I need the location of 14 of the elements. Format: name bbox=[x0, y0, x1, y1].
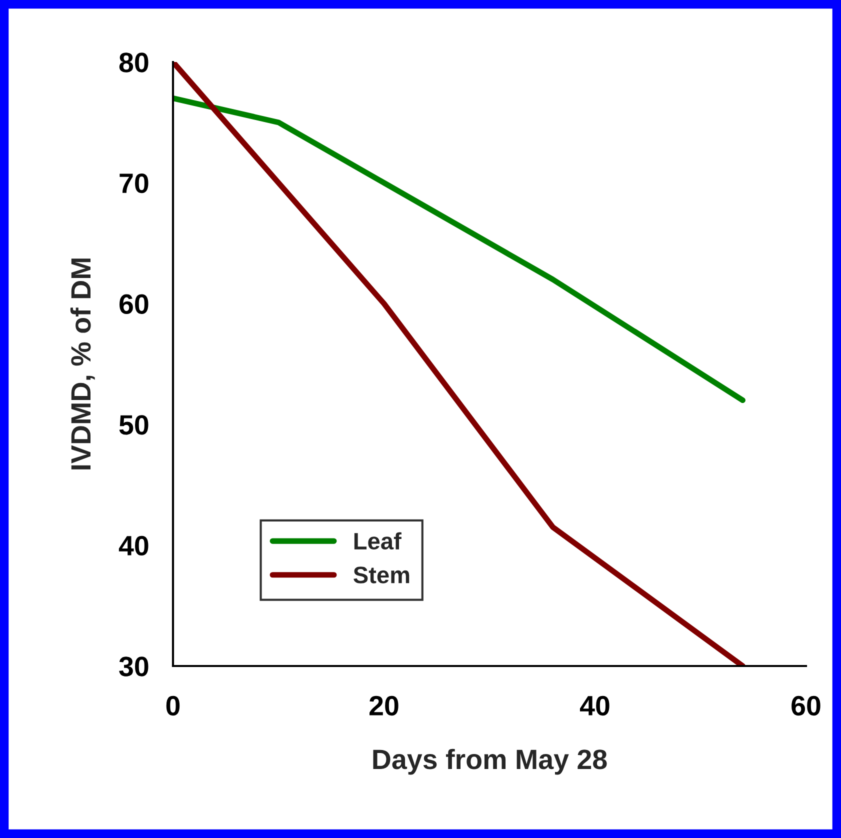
x-tick-label: 40 bbox=[580, 696, 610, 716]
y-tick-label: 60 bbox=[120, 294, 148, 314]
legend-label: Stem bbox=[354, 566, 410, 584]
x-tick-label: 20 bbox=[370, 696, 398, 716]
legend-label: Leaf bbox=[354, 532, 402, 550]
y-tick-label: 80 bbox=[119, 52, 148, 72]
x-axis-title: Days from May 28 bbox=[373, 748, 607, 775]
y-axis-title: IVDMD, % of DM bbox=[70, 258, 95, 470]
y-tick-label: 40 bbox=[118, 536, 148, 556]
x-tick-label: 60 bbox=[792, 696, 820, 716]
y-tick-label: 50 bbox=[119, 415, 148, 435]
y-tick-label: 70 bbox=[120, 173, 148, 194]
y-tick-label: 30 bbox=[119, 656, 148, 676]
x-tick-label: 0 bbox=[166, 696, 180, 716]
